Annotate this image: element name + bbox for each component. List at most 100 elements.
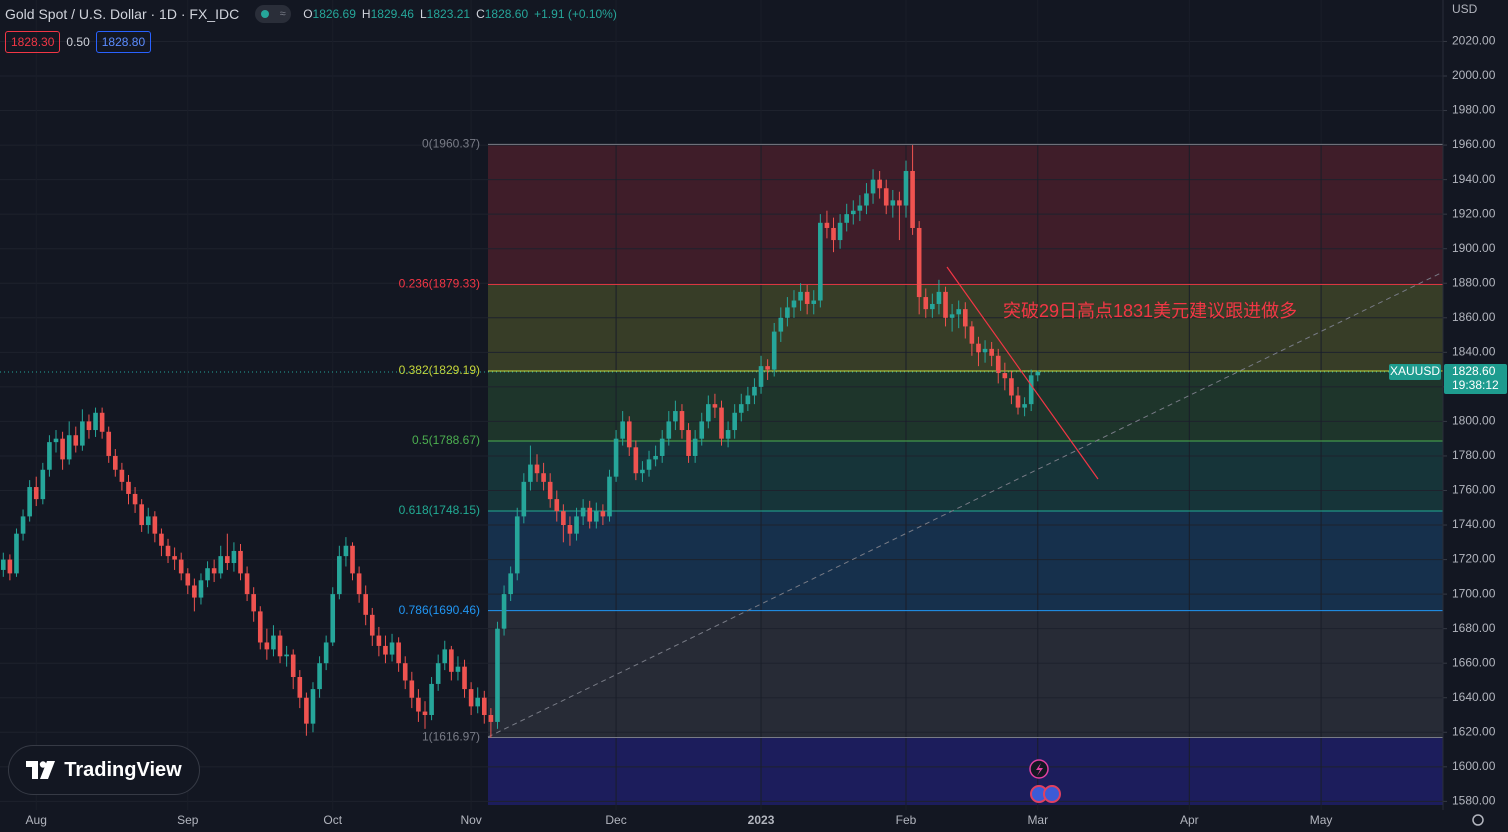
candle-body <box>666 421 672 439</box>
gear[interactable] <box>1472 814 1484 826</box>
candle-body <box>725 430 731 439</box>
candle-body <box>264 642 270 650</box>
y-tick-label: 1800.00 <box>1452 414 1496 428</box>
logo[interactable]: TradingView <box>8 745 200 795</box>
candle-body <box>850 210 856 215</box>
ask-button[interactable]: 1828.80 <box>95 31 152 53</box>
candle-body <box>356 573 362 595</box>
candle-body <box>1022 404 1027 408</box>
y-tick-label: 1780.00 <box>1452 448 1496 462</box>
candle-body <box>416 697 421 712</box>
candle-body <box>877 179 882 189</box>
event-icons <box>1029 759 1061 803</box>
candle-body <box>257 611 263 643</box>
candle-body <box>824 222 830 228</box>
candle-body <box>185 573 191 586</box>
candle-body <box>837 222 843 241</box>
candle-body <box>653 455 658 460</box>
candle-body <box>962 309 968 327</box>
bid-button[interactable]: 1828.30 <box>5 31 61 53</box>
fib-label: 0.618(1748.15) <box>399 503 480 517</box>
candle-body <box>40 469 46 500</box>
fib-zone <box>488 440 1443 511</box>
settings-icon[interactable] <box>1472 814 1484 826</box>
y-tick-label: 1900.00 <box>1452 241 1496 255</box>
candle-body <box>870 179 876 194</box>
axes: 1580.00 1600.00 1620.00 1640.00 1660.00 1680.… <box>26 0 1507 827</box>
fib-zone <box>488 610 1443 738</box>
candle-body <box>99 412 105 432</box>
candle-body <box>468 689 474 707</box>
candle-body <box>883 188 889 206</box>
logo-mark <box>26 761 56 779</box>
fib-lines: 0(1960.37) 0.236(1879.33) 0.382(1829.19) 0.… <box>399 137 1443 744</box>
candle-body <box>864 193 869 206</box>
candle-body <box>771 331 777 370</box>
y-tick-label: 1840.00 <box>1452 344 1496 358</box>
candle-body <box>679 411 685 431</box>
candle-body <box>923 297 929 310</box>
candle-body <box>831 227 836 241</box>
candle-body <box>752 386 757 396</box>
ohlc-key: O <box>303 7 313 21</box>
y-tick-label: 1640.00 <box>1452 690 1496 704</box>
candle-body <box>692 438 698 456</box>
candle-body <box>126 481 131 494</box>
candle-body <box>119 469 125 482</box>
candle-body <box>383 645 388 655</box>
candle-body <box>172 556 177 560</box>
y-tick-label: 1860.00 <box>1452 310 1496 324</box>
y-tick-label: 2020.00 <box>1452 34 1496 48</box>
candle-body <box>778 317 784 332</box>
ohlc-item: L1823.21 <box>420 7 470 21</box>
fib-label: 0.236(1879.33) <box>399 277 480 291</box>
candle-body <box>225 556 230 564</box>
ohlc-key: L <box>419 7 427 21</box>
candle-body <box>53 438 59 443</box>
candle-body <box>989 348 994 356</box>
candle-body <box>1009 378 1014 396</box>
candle-body <box>706 404 711 422</box>
y-tick-label: 1600.00 <box>1452 759 1496 773</box>
toggle[interactable]: ≈ <box>255 5 292 23</box>
candle-body <box>633 447 639 474</box>
y-tick-label: 1660.00 <box>1452 655 1496 669</box>
candle-body <box>402 663 408 681</box>
candle-body <box>310 689 316 724</box>
candle-body <box>47 442 52 470</box>
candle-body <box>745 395 751 405</box>
candle-body <box>113 455 118 470</box>
spread: 0.50 <box>66 35 90 49</box>
candle-body <box>501 594 507 629</box>
candle-body <box>435 663 441 684</box>
candle-body <box>1015 395 1021 408</box>
candle-body <box>165 545 171 557</box>
symbol-title[interactable]: Gold Spot / U.S. Dollar · 1D · FX_IDC <box>5 6 240 22</box>
candle-body <box>554 499 560 512</box>
candle-body <box>363 594 368 615</box>
candle-body <box>673 411 678 422</box>
candle-body <box>238 550 243 574</box>
y-tick-label: 1620.00 <box>1452 724 1496 738</box>
candle-body <box>396 642 401 664</box>
candle-body <box>244 573 250 595</box>
ohlc-key: C <box>476 7 485 21</box>
candle-body <box>930 303 935 310</box>
candle-body <box>580 507 586 517</box>
candle-body <box>205 568 210 581</box>
candle-body <box>897 200 902 206</box>
candle-body <box>916 227 922 298</box>
ohlc-key: H <box>361 7 371 21</box>
flag-icon[interactable] <box>1043 785 1061 803</box>
fib-label: 0(1960.37) <box>422 137 480 151</box>
candle-body <box>27 487 32 517</box>
ohlc-value: 1826.69 <box>312 7 356 21</box>
candle-body <box>732 412 737 431</box>
trend-line-red <box>946 266 1099 480</box>
grid <box>0 40 1443 802</box>
candle-body <box>304 697 309 724</box>
candle-body <box>178 559 184 574</box>
candle-body <box>613 438 619 477</box>
